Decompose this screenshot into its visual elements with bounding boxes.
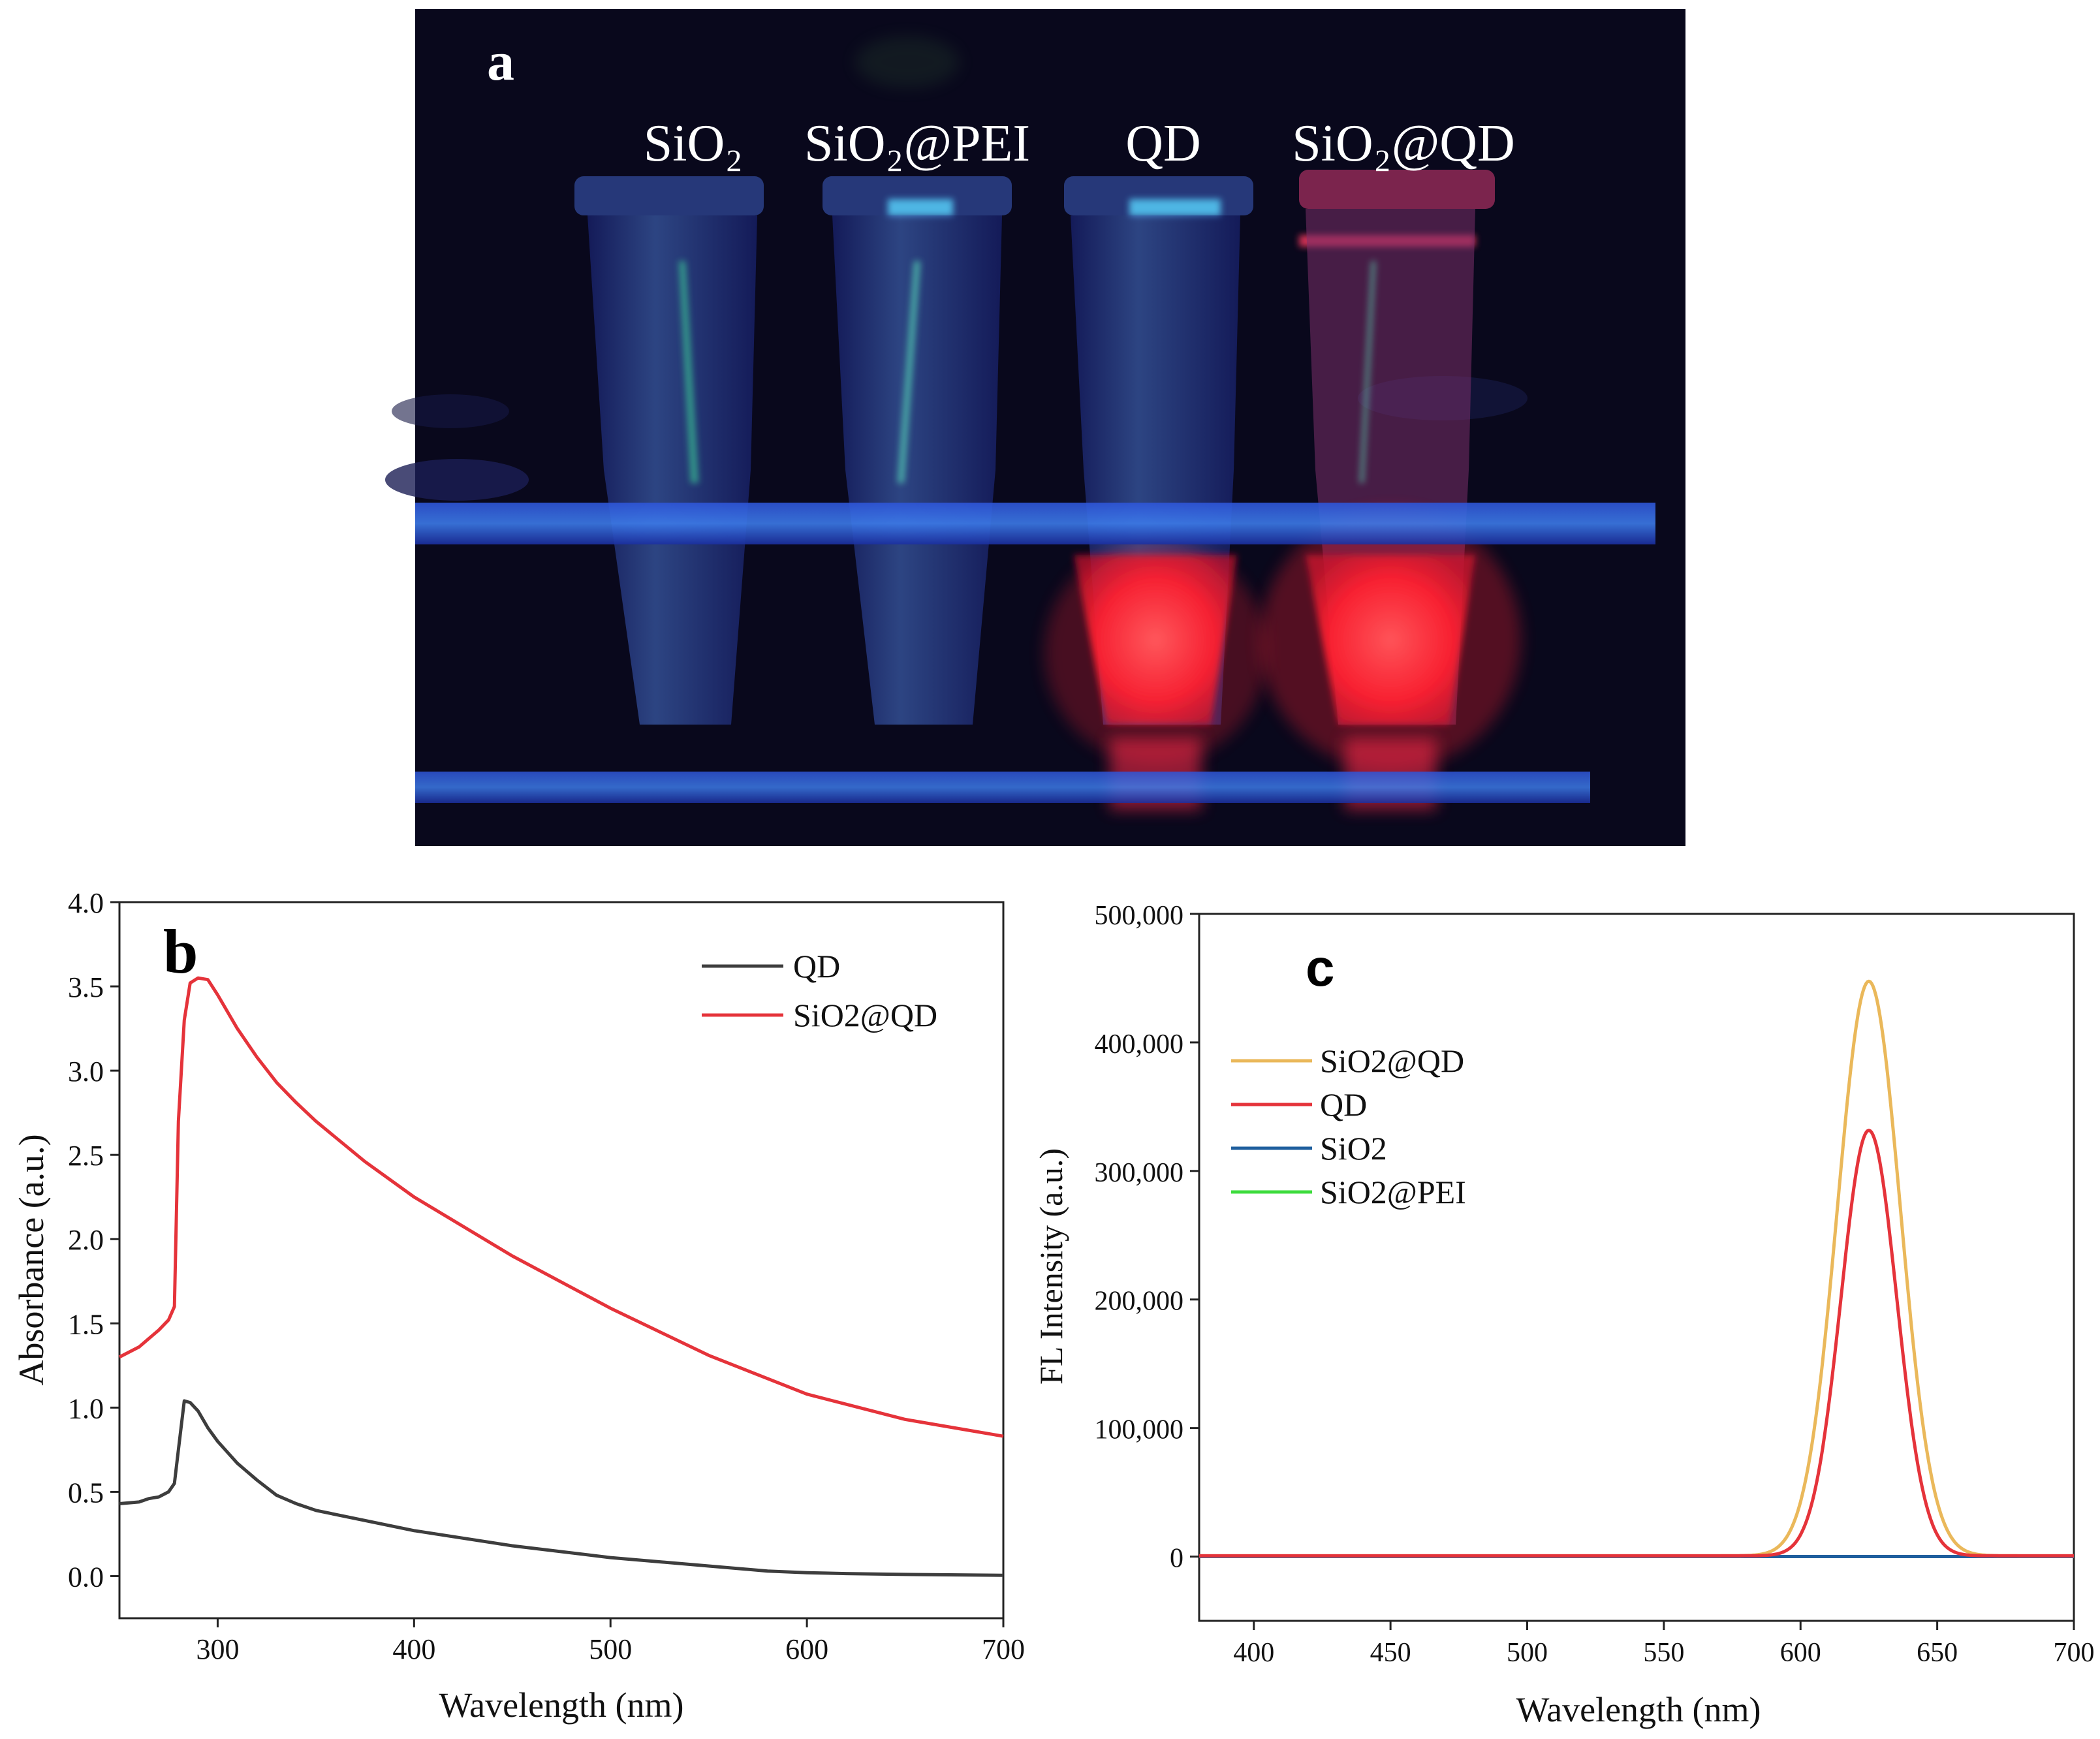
- rack-bar-top: [415, 503, 1655, 544]
- y-tick-label: 0.0: [68, 1561, 104, 1593]
- y-tick-label: 100,000: [1095, 1415, 1184, 1445]
- y-tick-label: 3.0: [68, 1056, 104, 1088]
- legend-label: SiO2@PEI: [1320, 1174, 1466, 1210]
- plot-frame: [118, 901, 1005, 1620]
- y-tick-label: 1.0: [68, 1392, 104, 1424]
- plot-frame: [1198, 913, 2075, 1622]
- x-tick-label: 600: [785, 1633, 828, 1665]
- tube-label: SiO₂: [644, 115, 743, 172]
- y-tick-label: 0.5: [68, 1477, 104, 1509]
- panel-label: b: [163, 916, 198, 986]
- y-tick-label: 3.5: [68, 971, 104, 1003]
- fluorescence-chart: 0 100,000 200,000 300,000 400,000 500,000 400…: [1033, 901, 2095, 1729]
- tube-sio2: [574, 176, 764, 725]
- series-line-qd: [1199, 1129, 2075, 1558]
- series-line-qd: [119, 1399, 1004, 1577]
- tube-qd: [1044, 176, 1266, 809]
- x-axis-label: Wavelength (nm): [439, 1685, 683, 1725]
- series-line-sio2-qd: [118, 976, 1004, 1438]
- y-tick-label: 200,000: [1095, 1287, 1184, 1317]
- tube-label: SiO₂@QD: [1292, 115, 1515, 172]
- x-tick-label: 500: [1507, 1638, 1548, 1668]
- rack-bar-bottom: [415, 772, 1590, 803]
- legend-label: SiO2: [1320, 1130, 1387, 1167]
- absorbance-chart: 0.0 0.5 1.0 1.5 2.0 2.5 3.0 3.5 4.0 300 400 500 600…: [12, 887, 1025, 1725]
- y-axis-label: FL Intensity (a.u.): [1033, 1148, 1069, 1385]
- tube-sio2-qd: [1260, 170, 1521, 809]
- x-tick-label: 700: [2054, 1638, 2095, 1668]
- x-tick-label: 400: [392, 1633, 435, 1665]
- photo-panel: a SiO₂ SiO₂@PEI QD SiO₂@QD: [385, 9, 1685, 846]
- x-tick-label: 400: [1233, 1638, 1274, 1668]
- x-tick-label: 300: [196, 1633, 239, 1665]
- legend: SiO2@QD QD SiO2 SiO2@PEI: [1231, 1042, 1466, 1210]
- x-tick-label: 550: [1643, 1638, 1684, 1668]
- x-tick-label: 700: [982, 1633, 1025, 1665]
- tube-label: QD: [1125, 115, 1201, 172]
- tube-sio2-pei: [823, 176, 1012, 725]
- x-tick-label: 500: [589, 1633, 632, 1665]
- panel-label: c: [1306, 939, 1335, 997]
- y-tick-label: 400,000: [1095, 1029, 1184, 1059]
- y-tick-label: 1.5: [68, 1308, 104, 1340]
- x-axis-label: Wavelength (nm): [1516, 1690, 1761, 1729]
- legend-label: QD: [793, 948, 840, 984]
- legend-label: QD: [1320, 1086, 1367, 1123]
- tube-label: SiO₂@PEI: [804, 115, 1030, 172]
- y-tick-label: 4.0: [68, 887, 104, 919]
- y-axis-label: Absorbance (a.u.): [12, 1134, 51, 1385]
- x-tick-label: 600: [1780, 1638, 1821, 1668]
- y-tick-label: 2.5: [68, 1140, 104, 1172]
- legend-label: SiO2@QD: [1320, 1042, 1464, 1079]
- y-tick-label: 300,000: [1095, 1158, 1184, 1188]
- y-tick-label: 0: [1170, 1544, 1183, 1574]
- y-tick-label: 500,000: [1095, 901, 1184, 931]
- x-tick-label: 650: [1917, 1638, 1958, 1668]
- y-tick-label: 2.0: [68, 1224, 104, 1256]
- photo-panel-label: a: [487, 31, 514, 92]
- legend: QD SiO2@QD: [702, 948, 937, 1033]
- legend-label: SiO2@QD: [793, 997, 937, 1033]
- x-tick-label: 450: [1370, 1638, 1411, 1668]
